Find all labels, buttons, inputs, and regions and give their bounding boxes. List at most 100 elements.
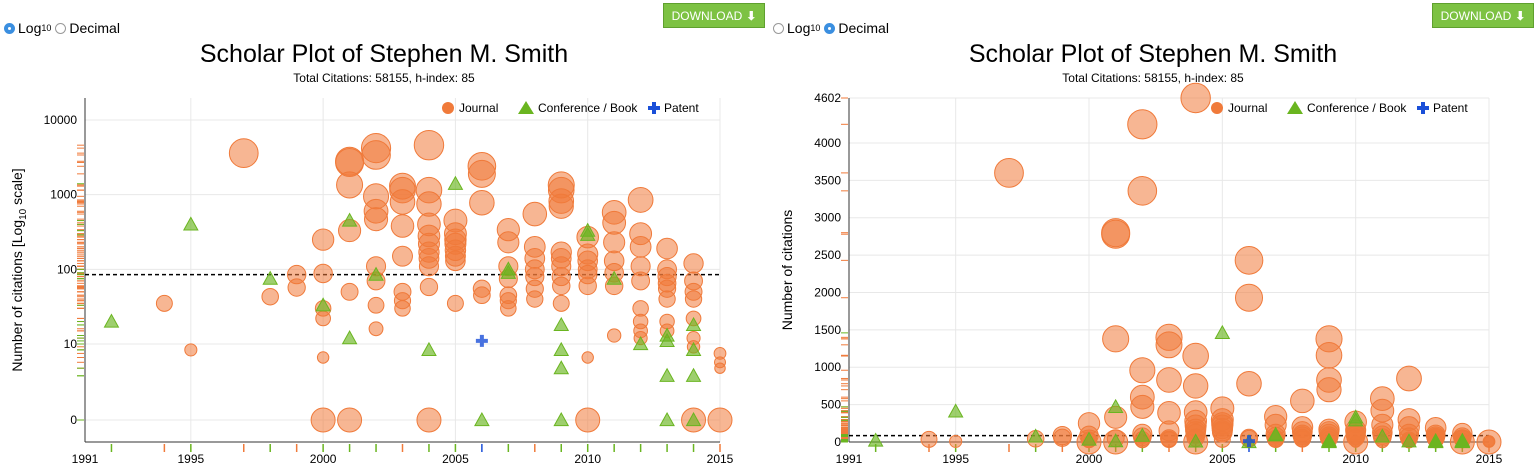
journal-point <box>1180 82 1211 114</box>
journal-point <box>310 407 336 433</box>
log-label: Log <box>18 20 42 36</box>
journal-point <box>368 321 384 337</box>
log-label-sub: 10 <box>41 23 52 33</box>
y-axis-label-sub: 10 <box>18 208 29 220</box>
journal-point <box>606 328 622 343</box>
legend-patent-label: Patent <box>1433 101 1468 115</box>
y-axis-label-main: Number of citations <box>779 210 795 331</box>
journal-point <box>1156 367 1182 393</box>
y-axis-label-tail: scale] <box>9 168 25 208</box>
journal-point <box>552 276 571 296</box>
log-scale-option[interactable]: Log 10 <box>4 20 51 36</box>
decimal-scale-option[interactable]: Decimal <box>824 20 889 36</box>
journal-point <box>1234 246 1264 275</box>
journal-point <box>392 245 413 267</box>
chart-title: Scholar Plot of Stephen M. Smith <box>969 40 1337 68</box>
journal-point <box>315 310 331 327</box>
journal-point <box>1130 394 1155 419</box>
journal-point <box>1476 429 1502 455</box>
journal-point <box>1234 283 1264 312</box>
log-scale-option[interactable]: Log 10 <box>773 20 820 36</box>
legend-journal-swatch <box>1211 102 1223 114</box>
journal-point <box>1155 331 1183 359</box>
journal-point <box>1316 377 1342 403</box>
download-button[interactable]: DOWNLOAD ⬇ <box>1432 3 1534 28</box>
conference-point <box>1401 433 1417 448</box>
journal-point <box>340 282 359 301</box>
x-tick-label: 2000 <box>310 452 337 466</box>
journal-point <box>627 187 654 213</box>
log-radio[interactable] <box>4 22 15 34</box>
journal-point <box>714 362 726 374</box>
decimal-radio[interactable] <box>824 22 836 34</box>
conference-point <box>315 297 331 312</box>
y-tick-label: 1000 <box>50 188 77 202</box>
x-tick-label: 1995 <box>942 452 969 466</box>
journal-point <box>416 407 442 433</box>
journal-point <box>367 296 385 314</box>
download-label: DOWNLOAD <box>671 8 743 23</box>
journal-point <box>1053 428 1072 447</box>
legend-patent-swatch <box>1417 102 1429 114</box>
decimal-scale-option[interactable]: Decimal <box>55 20 120 36</box>
journal-point <box>390 214 415 238</box>
journal-point <box>1102 325 1130 353</box>
y-tick-label: 500 <box>821 398 841 412</box>
conference-point <box>1081 431 1097 446</box>
x-tick-label: 2015 <box>1476 452 1503 466</box>
x-tick-label: 1995 <box>177 452 204 466</box>
journal-point <box>313 263 333 284</box>
journal-point <box>1160 431 1178 449</box>
scale-toggle: Log 10 Decimal <box>773 20 891 36</box>
journal-point <box>707 407 733 433</box>
journal-point <box>184 343 198 357</box>
download-button[interactable]: DOWNLOAD ⬇ <box>663 3 765 28</box>
legend-patent-swatch <box>648 102 660 114</box>
journal-point <box>581 351 594 364</box>
journal-point <box>603 231 626 254</box>
decimal-radio[interactable] <box>55 22 67 34</box>
journal-point <box>311 228 335 251</box>
scholar-plot-panel-log: Scholar Plot of Stephen M. Smith Total Ci… <box>4 3 765 466</box>
conference-point <box>1107 398 1124 413</box>
y-axis-label-main: Number of citations [Log <box>9 220 25 372</box>
y-tick-label: 4000 <box>814 136 841 150</box>
conference-point <box>685 316 702 332</box>
x-tick-label: 2015 <box>707 452 734 466</box>
y-tick-label: 3000 <box>814 211 841 225</box>
y-tick-label: 1000 <box>814 360 841 374</box>
conference-point <box>685 411 702 427</box>
scholar-plot-panel-decimal: Scholar Plot of Stephen M. Smith Total Ci… <box>769 0 1538 473</box>
x-tick-label: 2000 <box>1076 452 1103 466</box>
journal-point <box>473 286 491 305</box>
log-label-sub: 10 <box>810 23 821 33</box>
journal-point <box>1129 357 1156 384</box>
conference-point <box>1347 412 1364 427</box>
journal-point <box>1293 430 1311 448</box>
patent-point <box>475 334 488 347</box>
y-tick-label: 2000 <box>814 285 841 299</box>
conference-point <box>606 270 623 285</box>
journal-point <box>631 271 651 291</box>
journal-point <box>361 140 391 170</box>
journal-point <box>261 287 279 306</box>
journal-point <box>1182 373 1209 399</box>
journal-point <box>469 189 495 216</box>
y-tick-label: 1500 <box>814 323 841 337</box>
journal-point <box>629 235 652 258</box>
x-tick-label: 2005 <box>1209 452 1236 466</box>
legend-journal-swatch <box>442 102 454 114</box>
log-radio[interactable] <box>773 22 784 34</box>
conference-point <box>1374 428 1391 443</box>
conference-point <box>1107 433 1124 448</box>
legend-journal-label: Journal <box>1228 101 1267 115</box>
legend-journal-label: Journal <box>459 101 498 115</box>
conference-point <box>947 403 964 418</box>
scale-toggle: Log 10 Decimal <box>4 20 122 36</box>
conference-point <box>553 316 570 332</box>
journal-point <box>1343 429 1369 455</box>
journal-point <box>1315 341 1343 369</box>
log-label: Log <box>787 20 811 36</box>
legend-patent-label: Patent <box>664 101 699 115</box>
journal-point <box>1127 176 1158 206</box>
